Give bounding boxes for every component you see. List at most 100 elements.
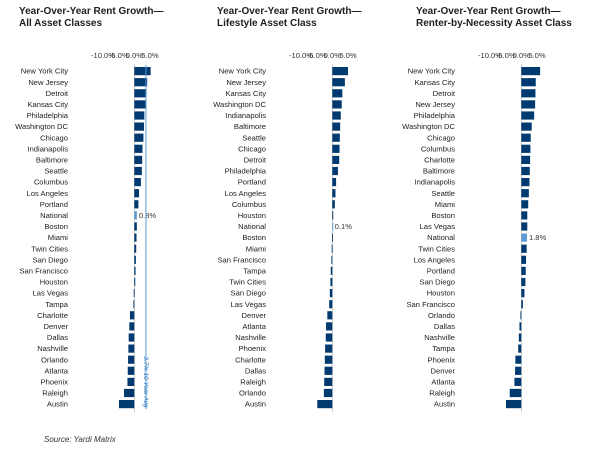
panel2-category-twin-cities: Twin Cities	[229, 278, 266, 287]
panel1-category-new-york-city: New York City	[21, 67, 68, 76]
panel1-category-philadelphia: Philadelphia	[27, 111, 69, 120]
panel3-bar-indianapolis	[521, 178, 530, 187]
panel1-category-las-vegas: Las Vegas	[33, 289, 69, 298]
panel3-bar-national	[521, 233, 527, 242]
panel3-category-columbus: Columbus	[421, 144, 455, 153]
panel3-bar-los-angeles	[521, 255, 527, 264]
panel1-category-san-francisco: San Francisco	[19, 267, 68, 276]
panel2-category-san-francisco: San Francisco	[217, 255, 266, 264]
panel2-category-columbus: Columbus	[232, 200, 266, 209]
panel3-category-washington-dc: Washington DC	[402, 122, 455, 131]
panel1-bar-detroit	[134, 89, 147, 98]
panel1-title-line2: All Asset Classes	[19, 18, 102, 29]
panel3-category-detroit: Detroit	[433, 89, 456, 98]
panel3-bar-columbus	[521, 144, 531, 153]
panel3-category-twin-cities: Twin Cities	[418, 244, 455, 253]
panel3-category-orlando: Orlando	[428, 311, 455, 320]
panel3-bar-detroit	[521, 89, 536, 98]
panel2-category-indianapolis: Indianapolis	[225, 111, 266, 120]
panel2-category-seattle: Seattle	[242, 133, 266, 142]
panel1-bar-tampa	[133, 300, 135, 309]
panel3-bar-san-francisco	[521, 300, 523, 309]
panel2-bar-houston	[332, 211, 334, 220]
panel1-bar-san-francisco	[134, 266, 136, 275]
panel3-bar-houston	[521, 289, 525, 298]
panel1-bar-philadelphia	[134, 111, 145, 120]
panel1-tick-label: -10.0%	[91, 51, 115, 60]
panel2-bar-new-jersey	[332, 78, 345, 87]
panel1-bar-washington-dc	[134, 122, 145, 131]
panel1-bar-los-angeles	[134, 189, 140, 198]
panel3-category-denver: Denver	[431, 366, 456, 375]
panel3-category-baltimore: Baltimore	[423, 167, 455, 176]
panel2-bar-nashville	[325, 333, 333, 342]
panel2-bar-san-francisco	[331, 255, 333, 264]
panel3-bar-new-york-city	[521, 67, 541, 76]
panel1-category-houston: Houston	[40, 278, 68, 287]
panel3-bar-boston	[521, 211, 528, 220]
panel3-tick-label: -5.0%	[496, 51, 516, 60]
panel3-category-raleigh: Raleigh	[429, 389, 455, 398]
panel1-bar-san-diego	[134, 255, 136, 264]
panel1-title-line1: Year-Over-Year Rent Growth—	[19, 6, 164, 17]
panel2-bar-baltimore	[332, 122, 341, 131]
panel2-bar-philadelphia	[332, 166, 338, 176]
panel2-bar-miami	[331, 244, 333, 253]
panel1-bar-portland	[134, 200, 139, 209]
panel2-tick-label: -10.0%	[289, 51, 313, 60]
panel2-category-nashville: Nashville	[235, 333, 266, 342]
panel1-category-columbus: Columbus	[34, 178, 68, 187]
panel3-category-philadelphia: Philadelphia	[414, 111, 456, 120]
panel3-bar-orlando	[520, 311, 522, 320]
panel2-category-tampa: Tampa	[243, 267, 267, 276]
panel3-category-atlanta: Atlanta	[431, 378, 455, 387]
panel1-bar-columbus	[134, 178, 141, 187]
panel2-bar-washington-dc	[332, 100, 342, 109]
panel1-bar-new-york-city	[134, 67, 151, 76]
panel1-bar-nashville	[128, 344, 135, 353]
panel2-category-miami: Miami	[246, 244, 267, 253]
panel2-tick-label: 0.0%	[324, 51, 342, 60]
panel2-category-portland: Portland	[238, 178, 266, 187]
panel3-category-charlotte: Charlotte	[424, 156, 455, 165]
panel2-category-boston: Boston	[242, 233, 266, 242]
panel3-bar-new-jersey	[521, 100, 536, 109]
panel3-category-national: National	[427, 233, 455, 242]
panel1-bar-indianapolis	[134, 144, 143, 153]
panel1-bar-chicago	[134, 133, 144, 142]
panel3-category-indianapolis: Indianapolis	[414, 178, 455, 187]
panel1-category-chicago: Chicago	[40, 133, 68, 142]
panel2-category-houston: Houston	[238, 211, 266, 220]
panel3-bar-dallas	[519, 322, 522, 331]
panel1-bar-atlanta	[127, 366, 135, 375]
panel1-bar-las-vegas	[133, 289, 135, 298]
panel2-category-san-diego: San Diego	[231, 289, 266, 298]
panel1-reference-line-label: 3.7% 10-Year Avg	[142, 356, 149, 408]
panel1-category-tampa: Tampa	[45, 300, 69, 309]
panel1-bar-baltimore	[134, 155, 143, 164]
panel2-bar-dallas	[324, 366, 333, 375]
panel2-bar-seattle	[332, 133, 340, 142]
panel1-bar-austin	[118, 400, 135, 409]
panel3-category-new-york-city: New York City	[408, 67, 455, 76]
panel2-bar-tampa	[330, 266, 333, 275]
panel2-category-dallas: Dallas	[245, 366, 266, 375]
panel3-category-boston: Boston	[431, 211, 455, 220]
panel1-category-kansas-city: Kansas City	[27, 100, 68, 109]
panel3-category-dallas: Dallas	[434, 322, 455, 331]
panel2-category-philadelphia: Philadelphia	[225, 167, 267, 176]
panel2-bar-orlando	[323, 388, 333, 398]
panel1-category-los-angeles: Los Angeles	[27, 189, 69, 198]
panel3-data-label-national: 1.8%	[529, 233, 547, 242]
panel1-category-nashville: Nashville	[37, 344, 68, 353]
panel3-bar-tampa	[518, 344, 522, 353]
panel3-bar-las-vegas	[521, 222, 528, 231]
panel2-bar-national	[332, 222, 334, 231]
panel1-tick-label: -5.0%	[109, 51, 129, 60]
panel2-category-atlanta: Atlanta	[242, 322, 266, 331]
panel2-bar-san-diego	[329, 289, 333, 298]
panel1-tick-label: 5.0%	[141, 51, 159, 60]
panel2-category-baltimore: Baltimore	[234, 122, 266, 131]
